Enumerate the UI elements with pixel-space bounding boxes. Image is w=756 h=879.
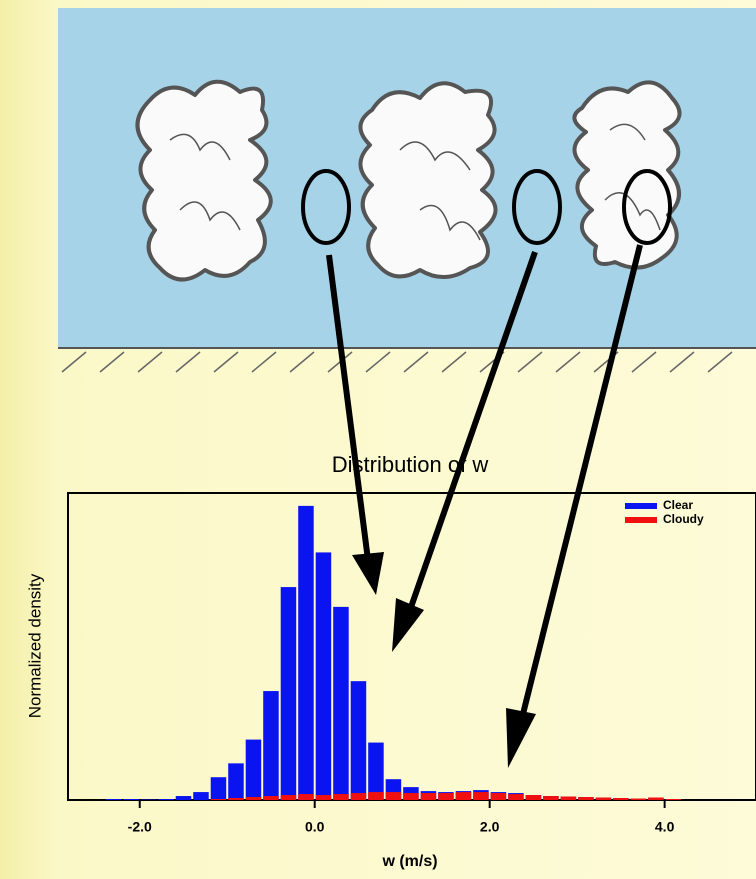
- bar: [123, 799, 138, 800]
- plot-frame: [68, 493, 756, 800]
- x-tick-label: 2.0: [480, 819, 500, 835]
- bar: [176, 796, 191, 800]
- bar: [281, 795, 296, 800]
- bar: [613, 798, 628, 800]
- bar: [561, 797, 576, 800]
- bar: [351, 681, 366, 800]
- bar: [298, 506, 313, 800]
- bar: [246, 797, 261, 800]
- bar: [158, 799, 173, 800]
- bar: [508, 794, 523, 800]
- chart: Distribution of w w (m/s) Normalized den…: [0, 0, 756, 879]
- bar: [228, 798, 243, 800]
- bar: [578, 797, 593, 800]
- bar: [421, 793, 436, 800]
- bar: [648, 798, 663, 800]
- bar: [473, 792, 488, 800]
- bar: [316, 552, 331, 800]
- bar: [368, 743, 383, 800]
- bar: [438, 793, 453, 800]
- bar: [631, 799, 646, 800]
- bar: [386, 792, 401, 800]
- bar: [263, 796, 278, 800]
- bar: [333, 794, 348, 800]
- bar: [368, 792, 383, 800]
- bar: [211, 777, 226, 800]
- bar: [596, 798, 611, 800]
- x-axis-label: w (m/s): [381, 853, 437, 870]
- clouds: [138, 82, 680, 280]
- x-tick-label: 0.0: [305, 819, 325, 835]
- legend-label: Clear: [663, 498, 693, 512]
- bar: [281, 587, 296, 800]
- bar: [351, 793, 366, 800]
- bar: [456, 792, 471, 800]
- x-tick-label: 4.0: [655, 819, 675, 835]
- bar: [316, 795, 331, 800]
- x-tick-label: -2.0: [128, 819, 152, 835]
- bar: [246, 740, 261, 800]
- bar: [543, 796, 558, 800]
- ground-hatch: [62, 352, 732, 372]
- bar: [263, 691, 278, 800]
- bar: [403, 793, 418, 800]
- bar: [491, 793, 506, 800]
- bar: [211, 799, 226, 800]
- legend-label: Cloudy: [663, 512, 704, 526]
- bar: [666, 799, 681, 800]
- chart-title: Distribution of w: [332, 452, 489, 477]
- bar: [228, 763, 243, 800]
- y-axis-label: Normalized density: [25, 573, 44, 718]
- bar: [106, 799, 121, 800]
- slide: Distribution of w w (m/s) Normalized den…: [0, 0, 756, 879]
- bar: [526, 795, 541, 800]
- bar: [193, 792, 208, 800]
- bar: [298, 794, 313, 800]
- bar: [333, 607, 348, 800]
